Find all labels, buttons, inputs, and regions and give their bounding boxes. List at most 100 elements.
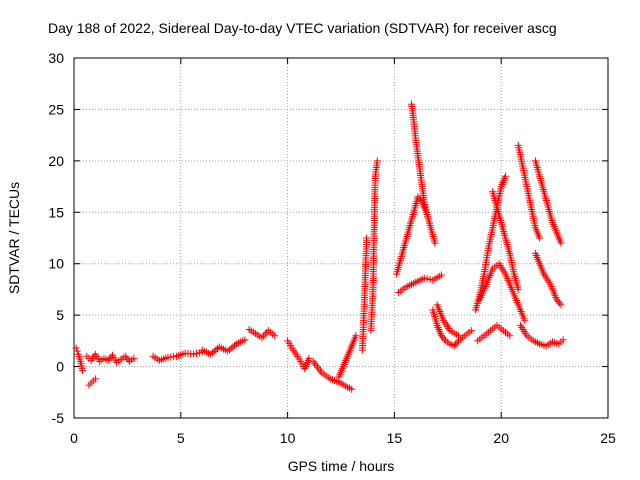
series-arc-15 <box>429 306 475 350</box>
data-point-fill <box>453 339 461 347</box>
x-tick-label: 0 <box>70 430 78 446</box>
series-arc-21 <box>514 141 544 242</box>
data-point <box>454 332 462 340</box>
data-point <box>467 327 475 335</box>
data-point <box>241 336 249 344</box>
y-tick-label: 0 <box>56 359 64 375</box>
data-point <box>521 316 529 324</box>
data-point-fill <box>192 350 200 358</box>
series-arc-23 <box>531 249 565 309</box>
y-tick-label: -5 <box>52 410 65 426</box>
y-tick-label: 30 <box>48 50 64 66</box>
data-points <box>72 100 567 393</box>
data-point <box>363 234 371 242</box>
data-point <box>224 347 232 355</box>
data-point-fill <box>426 275 434 283</box>
data-point-fill <box>212 346 220 354</box>
data-point <box>557 239 565 247</box>
data-point-fill <box>415 195 423 203</box>
data-point-fill <box>423 275 431 283</box>
data-point-fill <box>440 335 448 343</box>
series-arc-24 <box>516 321 567 350</box>
data-point <box>348 385 356 393</box>
data-point <box>72 344 80 352</box>
data-point <box>514 285 522 293</box>
data-point <box>258 334 266 342</box>
data-point-fill <box>452 340 460 348</box>
y-tick-label: 20 <box>48 153 64 169</box>
data-point <box>305 354 313 362</box>
data-point <box>431 239 439 247</box>
series-arc-12 <box>393 193 439 278</box>
data-point-fill <box>229 343 237 351</box>
series-arc-20 <box>474 321 514 345</box>
y-tick-label: 25 <box>48 101 64 117</box>
series-arc-11 <box>367 157 381 335</box>
series-arc-09 <box>335 332 360 381</box>
x-axis-label: GPS time / hours <box>288 458 395 474</box>
data-point <box>553 296 561 304</box>
data-point-fill <box>208 349 216 357</box>
series-arc-01 <box>72 344 87 375</box>
y-tick-label: 15 <box>48 204 64 220</box>
y-tick-label: 5 <box>56 307 64 323</box>
y-tick-label: 10 <box>48 256 64 272</box>
data-point <box>506 332 514 340</box>
series-arc-19 <box>476 260 529 324</box>
series-arc-13 <box>407 100 430 216</box>
data-point <box>422 208 430 216</box>
data-point <box>536 234 544 242</box>
data-point-fill <box>556 299 564 307</box>
data-point-fill <box>231 341 239 349</box>
data-point-fill <box>554 297 562 305</box>
series-arc-14 <box>395 271 445 297</box>
series-arc-02 <box>83 350 138 366</box>
data-point-fill <box>106 355 114 363</box>
data-point <box>207 350 215 358</box>
data-point <box>79 367 87 375</box>
series-arc-16 <box>433 301 462 340</box>
y-axis-label: SDTVAR / TECUs <box>6 182 22 294</box>
data-point-fill <box>123 354 131 362</box>
x-tick-label: 25 <box>600 430 616 446</box>
data-point <box>130 354 138 362</box>
series-arc-18 <box>489 188 522 293</box>
series-arc-07 <box>284 337 313 373</box>
plot-frame <box>73 57 609 419</box>
x-tick-label: 10 <box>280 430 296 446</box>
data-point <box>91 375 99 383</box>
data-point <box>352 332 360 340</box>
data-point-fill <box>261 330 269 338</box>
grid-lines <box>74 58 608 418</box>
data-point-fill <box>260 332 268 340</box>
series-arc-06 <box>245 326 279 342</box>
data-point <box>501 172 509 180</box>
data-point <box>559 336 567 344</box>
data-point <box>437 332 445 340</box>
axis-ticks: 0 5 10 15 20 25 -5 0 5 10 15 20 25 30 <box>48 50 616 446</box>
data-point <box>373 157 381 165</box>
data-point-fill <box>210 347 218 355</box>
data-point-fill <box>439 333 447 341</box>
series-arc-10 <box>358 234 371 354</box>
data-point-fill <box>227 344 235 352</box>
data-point <box>450 342 458 350</box>
data-point-fill <box>226 346 234 354</box>
data-point <box>104 356 112 364</box>
data-point <box>557 301 565 309</box>
series-arc-22 <box>531 157 565 247</box>
data-point-fill <box>73 347 81 355</box>
data-point <box>121 352 129 360</box>
data-point <box>420 274 428 282</box>
series-arc-03 <box>85 375 99 389</box>
data-point <box>414 193 422 201</box>
series-arc-05 <box>198 336 249 358</box>
data-point-fill <box>107 353 115 361</box>
series-arc-08 <box>309 357 356 393</box>
chart-title: Day 188 of 2022, Sidereal Day-to-day VTE… <box>48 20 557 36</box>
data-point <box>437 271 445 279</box>
x-tick-label: 20 <box>493 430 509 446</box>
data-point <box>190 350 198 358</box>
